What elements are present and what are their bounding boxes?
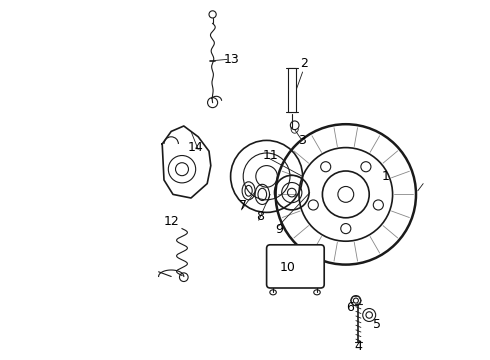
Text: 9: 9 <box>275 223 284 236</box>
Text: 5: 5 <box>373 318 381 331</box>
Text: 8: 8 <box>256 210 265 222</box>
Text: 14: 14 <box>188 141 203 154</box>
Text: 7: 7 <box>239 199 247 212</box>
Text: 2: 2 <box>300 57 308 69</box>
Bar <box>288 68 296 112</box>
Text: 13: 13 <box>223 53 239 66</box>
Text: 1: 1 <box>381 170 390 183</box>
Text: 6: 6 <box>346 301 354 314</box>
Text: 11: 11 <box>263 149 279 162</box>
FancyBboxPatch shape <box>267 245 324 288</box>
Text: 3: 3 <box>298 134 306 147</box>
Text: 10: 10 <box>279 261 295 274</box>
Text: 12: 12 <box>163 215 179 228</box>
Text: 4: 4 <box>354 340 362 353</box>
